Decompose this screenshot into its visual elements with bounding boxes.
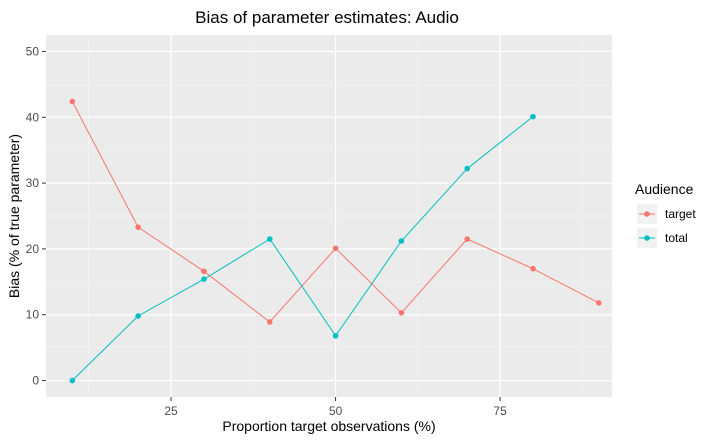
- data-point-target: [530, 265, 536, 272]
- data-point-target: [332, 245, 339, 252]
- series-layer: [69, 98, 602, 384]
- data-point-total: [135, 313, 141, 319]
- x-tick-label: 50: [329, 404, 343, 418]
- data-point-target: [464, 236, 471, 242]
- y-axis: 0 10 20 30 40 50: [26, 44, 46, 388]
- data-point-target: [201, 268, 207, 275]
- x-axis-title: Proportion target observations (%): [222, 418, 435, 434]
- y-tick-label: 30: [26, 176, 40, 190]
- data-point-total: [69, 377, 76, 384]
- data-point-total: [332, 332, 339, 339]
- x-tick-label: 25: [164, 404, 178, 418]
- y-tick-label: 20: [26, 242, 40, 256]
- legend-label-target: target: [665, 207, 696, 221]
- x-tick-label: 75: [493, 404, 507, 418]
- data-point-target: [398, 309, 405, 316]
- data-point-target: [135, 224, 141, 230]
- data-point-total: [464, 165, 471, 172]
- legend: Audience target total: [635, 181, 696, 248]
- y-tick-label: 10: [26, 308, 40, 322]
- y-tick-label: 50: [26, 44, 40, 58]
- data-point-total: [398, 238, 405, 244]
- legend-label-total: total: [665, 231, 688, 245]
- data-point-target: [69, 98, 76, 105]
- series-total: [69, 113, 536, 384]
- data-point-target: [596, 300, 602, 306]
- data-point-total: [266, 236, 273, 242]
- legend-key-point-total: [644, 235, 650, 241]
- data-point-target: [266, 319, 273, 325]
- series-target: [69, 98, 602, 325]
- legend-key-point-target: [644, 211, 650, 217]
- chart-title: Bias of parameter estimates: Audio: [195, 8, 459, 27]
- y-axis-title: Bias (% of true parameter): [6, 134, 22, 298]
- legend-title: Audience: [635, 181, 694, 197]
- data-point-total: [201, 276, 207, 282]
- y-tick-label: 0: [32, 374, 39, 388]
- x-axis: 25 50 75: [164, 397, 507, 418]
- data-point-total: [530, 113, 536, 120]
- series-line-total: [71, 116, 534, 381]
- y-tick-label: 40: [26, 110, 40, 124]
